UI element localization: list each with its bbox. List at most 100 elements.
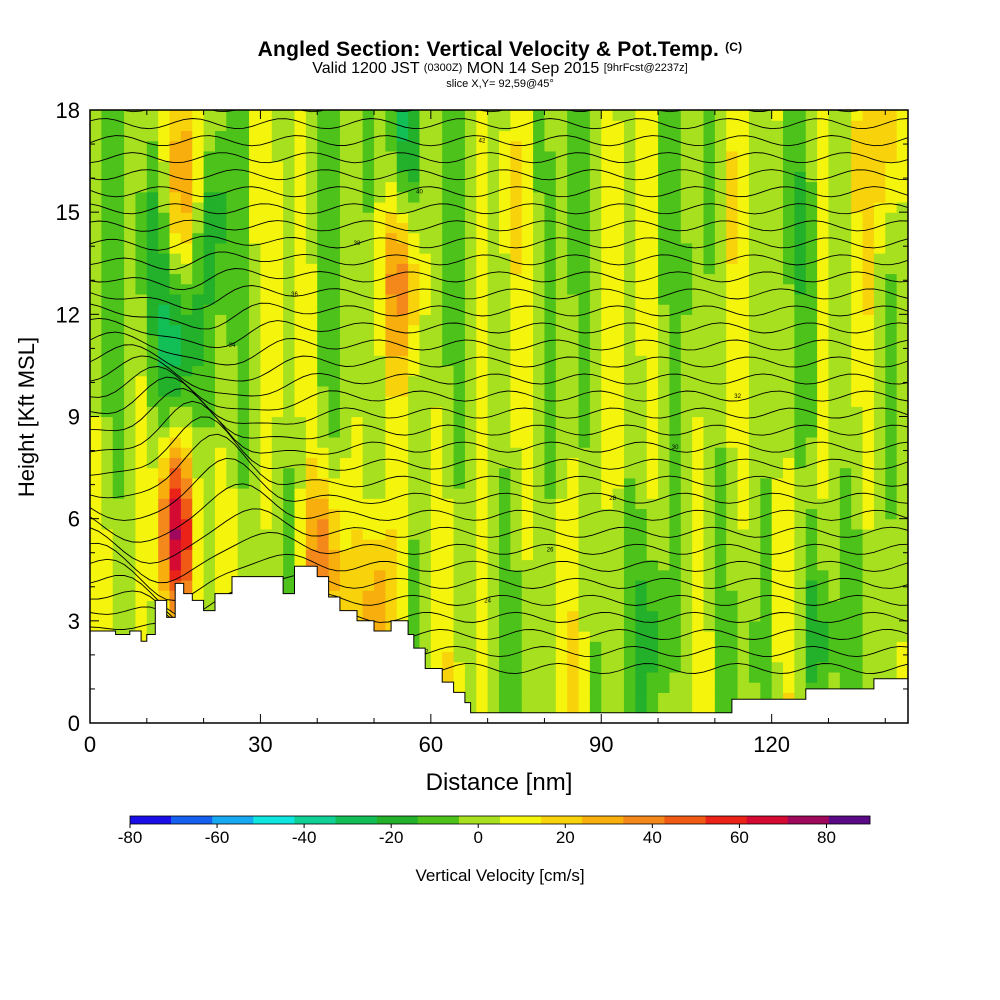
velocity-cell [203,488,216,499]
velocity-cell [885,447,898,458]
velocity-cell [442,150,455,162]
velocity-cell [737,253,750,264]
velocity-cell [328,314,341,326]
velocity-cell [180,477,193,489]
velocity-cell [169,130,182,142]
velocity-cell [476,375,489,387]
velocity-cell [112,559,125,571]
velocity-cell [623,201,636,213]
velocity-cell [714,304,727,315]
velocity-cell [192,110,205,121]
velocity-cell [555,110,568,121]
velocity-cell [703,201,716,213]
velocity-cell [635,651,648,663]
velocity-cell [260,426,273,438]
velocity-cell [828,528,841,540]
velocity-cell [817,569,830,581]
velocity-cell [305,150,318,162]
velocity-cell [169,161,182,172]
velocity-cell [658,436,671,448]
velocity-cell [680,355,693,367]
velocity-cell [737,324,750,336]
velocity-cell [317,130,330,142]
velocity-cell [851,375,864,387]
velocity-cell [396,396,409,407]
velocity-cell [180,549,193,561]
velocity-cell [623,549,636,561]
velocity-cell [828,283,841,295]
velocity-cell [601,579,614,591]
velocity-cell [839,559,852,571]
velocity-cell [748,620,761,632]
velocity-cell [817,385,830,397]
velocity-cell [658,365,671,377]
velocity-cell [680,130,693,142]
velocity-cell [805,488,818,499]
velocity-cell [646,477,659,489]
velocity-cell [339,242,352,254]
velocity-cell [430,171,443,183]
velocity-cell [601,702,614,714]
velocity-cell [771,436,784,448]
velocity-cell [260,171,273,183]
velocity-cell [135,181,148,193]
velocity-cell [305,181,318,193]
velocity-cell [464,263,477,275]
velocity-cell [839,549,852,561]
velocity-cell [521,600,534,612]
velocity-cell [510,631,523,642]
velocity-cell [271,436,284,448]
velocity-cell [555,600,568,612]
velocity-cell [737,671,750,683]
velocity-cell [124,416,137,428]
velocity-cell [453,610,466,622]
velocity-cell [328,518,341,530]
velocity-cell [839,344,852,356]
velocity-cell [521,692,534,704]
velocity-cell [658,161,671,172]
velocity-cell [271,130,284,142]
velocity-cell [771,171,784,183]
velocity-cell [646,304,659,315]
velocity-cell [374,283,386,295]
velocity-cell [249,508,262,520]
velocity-cell [305,283,318,295]
velocity-cell [385,508,398,520]
velocity-cell [294,263,307,275]
velocity-cell [612,528,625,540]
velocity-cell [249,559,262,571]
velocity-cell [851,161,864,172]
velocity-cell [601,140,614,152]
velocity-cell [339,293,352,305]
velocity-cell [90,150,102,162]
velocity-cell [623,467,636,479]
velocity-cell [794,120,807,132]
colorbar-swatch [417,816,460,824]
velocity-cell [771,641,784,653]
velocity-cell [623,569,636,581]
velocity-cell [567,396,580,407]
velocity-cell [408,171,421,183]
velocity-cell [839,253,852,264]
velocity-cell [146,263,159,275]
velocity-cell [783,559,795,571]
velocity-cell [658,590,671,601]
velocity-cell [544,171,557,183]
velocity-cell [794,334,807,346]
velocity-cell [158,559,171,571]
velocity-cell [783,293,795,305]
velocity-cell [135,385,148,397]
velocity-cell [646,150,659,162]
velocity-cell [396,253,409,264]
velocity-cell [260,344,273,356]
velocity-cell [374,590,386,601]
velocity-cell [101,324,114,336]
velocity-cell [544,579,557,591]
velocity-cell [90,406,102,418]
velocity-cell [760,539,773,550]
velocity-cell [169,467,182,479]
velocity-cell [680,651,693,663]
velocity-cell [385,283,398,295]
velocity-cell [317,488,330,499]
velocity-cell [623,528,636,540]
